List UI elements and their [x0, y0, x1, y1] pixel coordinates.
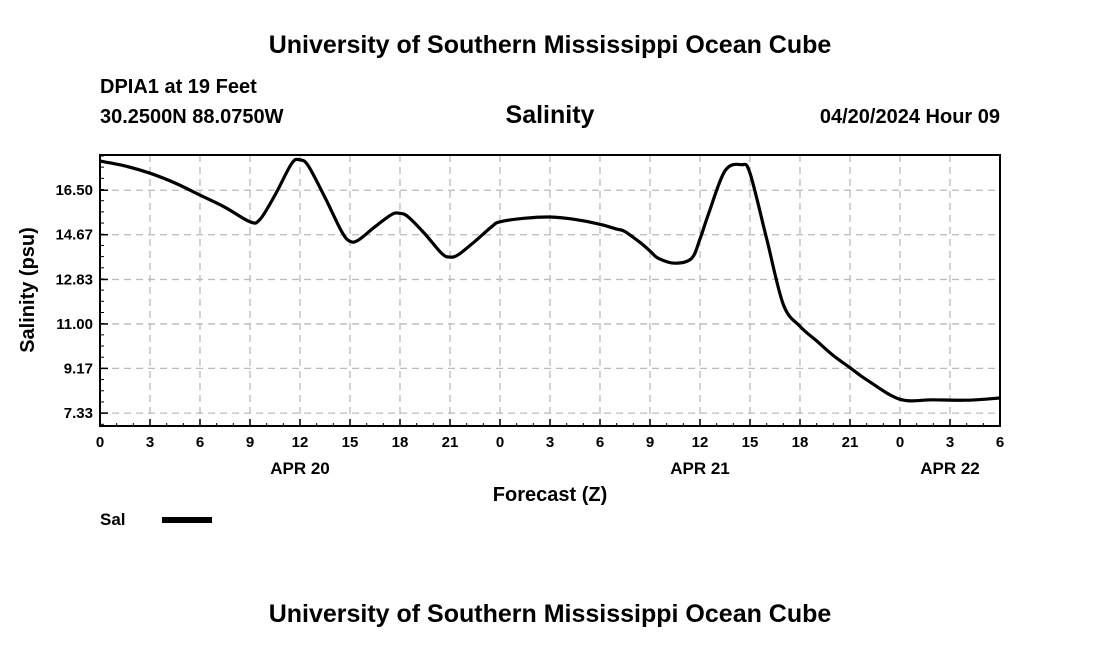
- y-axis-label: Salinity (psu): [17, 227, 39, 353]
- legend-label: Sal: [100, 510, 126, 529]
- x-tick-label: 0: [896, 434, 904, 451]
- x-tick-label: 6: [196, 434, 204, 451]
- x-tick-label: 6: [996, 434, 1004, 451]
- y-tick-label: 9.17: [64, 360, 93, 377]
- footer-title: University of Southern Mississippi Ocean…: [268, 600, 832, 628]
- x-tick-label: 3: [946, 434, 954, 451]
- legend-line-swatch: [162, 517, 212, 523]
- page-title: University of Southern Mississippi Ocean…: [268, 31, 832, 59]
- x-tick-label: 15: [742, 434, 759, 451]
- x-tick-label: 9: [646, 434, 654, 451]
- y-tick-label: 16.50: [55, 182, 93, 199]
- station-coords: 30.2500N 88.0750W: [100, 106, 284, 128]
- date-label: APR 21: [670, 459, 730, 478]
- x-tick-label: 9: [246, 434, 254, 451]
- y-tick-label: 12.83: [55, 271, 93, 288]
- chart-title: Salinity: [505, 101, 595, 129]
- x-tick-label: 15: [342, 434, 359, 451]
- x-tick-label: 0: [96, 434, 104, 451]
- x-tick-label: 18: [392, 434, 409, 451]
- series-line-sal: [99, 157, 1001, 403]
- station-name: DPIA1 at 19 Feet: [100, 76, 257, 98]
- x-tick-label: 12: [292, 434, 309, 451]
- date-label: APR 22: [920, 459, 980, 478]
- x-tick-label: 0: [496, 434, 504, 451]
- x-tick-label: 3: [546, 434, 554, 451]
- x-axis-label: Forecast (Z): [493, 484, 607, 506]
- x-tick-label: 21: [442, 434, 459, 451]
- x-tick-label: 6: [596, 434, 604, 451]
- y-tick-label: 11.00: [56, 316, 93, 333]
- date-label: APR 20: [270, 459, 330, 478]
- x-tick-label: 21: [842, 434, 859, 451]
- y-tick-label: 14.67: [55, 227, 93, 244]
- y-tick-label: 7.33: [64, 405, 93, 422]
- x-tick-label: 3: [146, 434, 154, 451]
- x-tick-label: 18: [792, 434, 809, 451]
- x-tick-label: 12: [692, 434, 709, 451]
- forecast-timestamp: 04/20/2024 Hour 09: [819, 106, 1000, 128]
